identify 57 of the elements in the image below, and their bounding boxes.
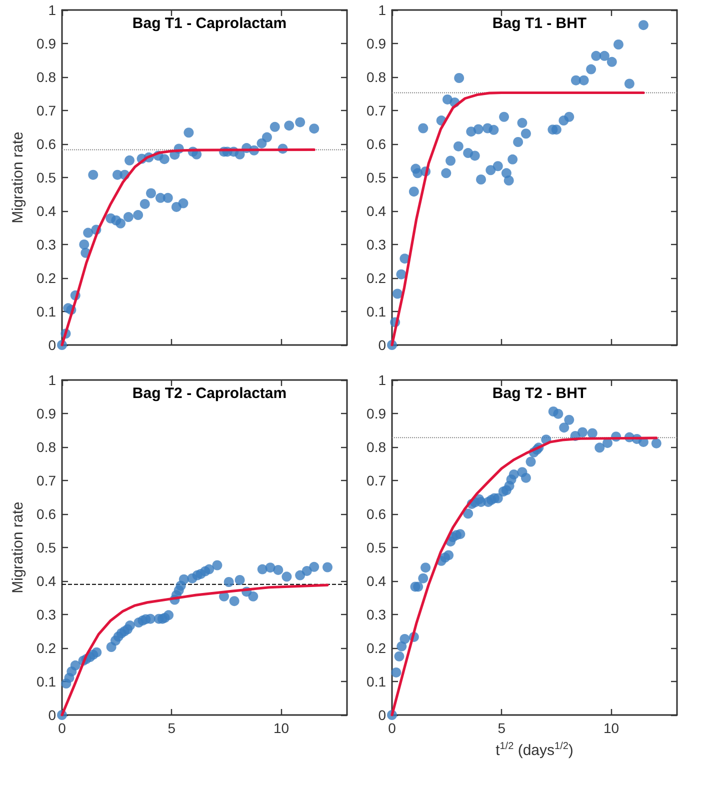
y-tick-label: 0.5 [366,170,386,186]
chart-title: Bag T2 - Caprolactam [132,385,287,402]
y-tick-label: 1 [48,2,56,18]
y-tick-label: 0.1 [366,304,386,320]
y-tick-label: 0.5 [36,170,56,186]
y-tick-label: 0.7 [36,472,56,488]
y-tick-label: 0.2 [366,270,386,286]
y-axis-title: Migration rate [10,132,27,224]
y-tick-label: 0.8 [36,69,56,85]
y-tick-label: 0.3 [366,606,386,622]
y-tick-label: 0.3 [36,606,56,622]
y-tick-label: 0.7 [366,472,386,488]
y-tick-label: 1 [48,372,56,388]
y-tick-label: 0.1 [36,674,56,690]
y-tick-label: 0.3 [36,236,56,252]
y-tick-label: 0.8 [36,439,56,455]
chart-title: Bag T2 - BHT [492,385,587,402]
y-tick-label: 0.3 [366,236,386,252]
y-tick-label: 0.6 [36,136,56,152]
y-tick-label: 0.2 [36,640,56,656]
y-tick-label: 1 [378,372,386,388]
y-tick-label: 0.2 [366,640,386,656]
y-tick-label: 0.4 [36,203,56,219]
y-tick-label: 0.7 [366,102,386,118]
y-tick-label: 0.4 [366,573,386,589]
x-tick-label: 0 [58,720,66,736]
y-tick-label: 0.5 [366,540,386,556]
y-tick-label: 0.1 [366,674,386,690]
y-tick-label: 0 [48,707,56,723]
y-tick-label: 1 [378,2,386,18]
x-tick-label: 0 [388,720,396,736]
y-tick-label: 0.5 [36,540,56,556]
x-tick-label: 5 [498,720,506,736]
x-tick-label: 10 [603,720,620,736]
y-tick-label: 0.1 [36,304,56,320]
chart-title: Bag T1 - BHT [492,15,587,32]
y-tick-label: 0.8 [366,69,386,85]
y-tick-label: 0.2 [36,270,56,286]
y-tick-label: 0.4 [366,203,386,219]
y-tick-label: 0.7 [36,102,56,118]
y-tick-label: 0.9 [366,36,386,52]
y-tick-label: 0.4 [36,573,56,589]
x-tick-label: 10 [273,720,290,736]
y-axis-title: Migration rate [10,502,27,594]
y-tick-label: 0.9 [36,36,56,52]
y-tick-label: 0 [48,337,56,353]
x-axis-title: t$^{1/2}$ (days$^{1/2}$) [496,741,574,759]
y-tick-label: 0.9 [366,406,386,422]
x-tick-label: 5 [168,720,176,736]
y-tick-label: 0.6 [366,136,386,152]
chart-title: Bag T1 - Caprolactam [132,15,287,32]
y-tick-label: 0.9 [36,406,56,422]
y-tick-label: 0.6 [36,506,56,522]
y-tick-label: 0.6 [366,506,386,522]
y-tick-label: 0 [378,337,386,353]
y-tick-label: 0.8 [366,439,386,455]
y-tick-label: 0 [378,707,386,723]
